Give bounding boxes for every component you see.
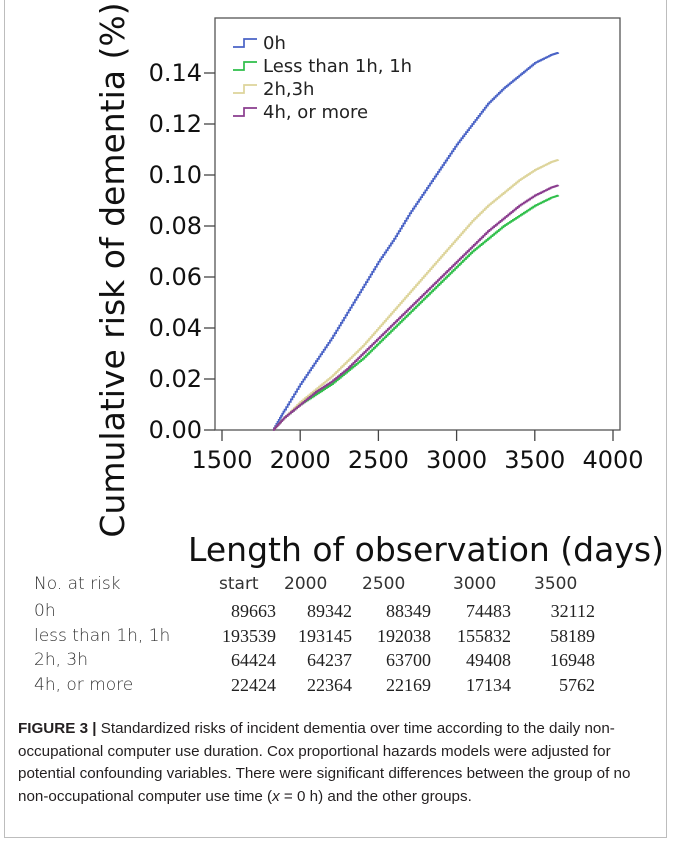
series-lines bbox=[272, 52, 560, 431]
risk-table-row: less than 1h, 1h 193539 193145 192038 155832… bbox=[34, 626, 654, 648]
risk-table-row-label: 2h, 3h bbox=[34, 650, 88, 670]
risk-table-cell: 193539 bbox=[222, 625, 276, 646]
risk-table-cell: 17134 bbox=[466, 674, 511, 695]
risk-table-column-header: 3500 bbox=[534, 574, 578, 594]
y-tick-label: 0.14 bbox=[149, 59, 202, 87]
y-tick-label: 0.06 bbox=[149, 263, 202, 291]
risk-table-cell: 89342 bbox=[307, 601, 352, 621]
x-tick-label: 1500 bbox=[191, 446, 252, 474]
y-axis-title: Cumulative risk of dementia (%) bbox=[93, 2, 132, 537]
series-line bbox=[272, 194, 560, 431]
series-line bbox=[272, 159, 560, 431]
legend-symbol bbox=[233, 38, 257, 48]
risk-table-row: 0h 89663 89342 88349 74483 32112 bbox=[34, 601, 654, 623]
y-tick-label: 0.08 bbox=[149, 212, 202, 240]
risk-table-cell: 63700 bbox=[386, 650, 431, 670]
legend-label: 2h,3h bbox=[263, 79, 314, 100]
risk-table-cell: 49408 bbox=[466, 650, 511, 670]
risk-table-cell: 32112 bbox=[550, 601, 595, 621]
x-tick-label: 3000 bbox=[426, 446, 487, 474]
risk-table-cell: 193145 bbox=[298, 625, 352, 646]
risk-table-cell: 22169 bbox=[386, 674, 431, 695]
y-tick-label: 0.00 bbox=[149, 416, 202, 444]
x-tick-label: 3500 bbox=[504, 446, 565, 474]
caption-text: = 0 h) and the other groups. bbox=[279, 787, 472, 805]
risk-table-column-header: 2500 bbox=[362, 574, 406, 594]
caption-label: FIGURE 3 | bbox=[18, 720, 97, 737]
legend-label: 4h, or more bbox=[263, 102, 368, 123]
risk-table-title: No. at risk bbox=[34, 574, 121, 594]
plot-area bbox=[214, 17, 621, 431]
x-axis-ticks: 1500 2000 2500 3000 3500 4000 bbox=[191, 430, 644, 474]
y-tick-label: 0.12 bbox=[149, 110, 202, 138]
risk-table-column-header: 2000 bbox=[284, 574, 328, 594]
y-axis-ticks: 0.00 0.02 0.04 0.06 0.08 0.10 0.12 0.14 bbox=[149, 59, 215, 444]
x-tick-label: 4000 bbox=[582, 446, 643, 474]
risk-table-cell: 22364 bbox=[307, 674, 352, 695]
risk-table-cell: 64424 bbox=[231, 650, 276, 670]
survival-chart: 0.00 0.02 0.04 0.06 0.08 0.10 0.12 0.14 1500 200… bbox=[93, 2, 664, 569]
figure-caption: FIGURE 3 | Standardized risks of inciden… bbox=[18, 718, 658, 808]
risk-table-cell: 16948 bbox=[550, 650, 595, 670]
caption-text: Standardized risks of incident dementia … bbox=[18, 720, 631, 805]
legend-label: 0h bbox=[263, 33, 286, 54]
risk-table-row-label: less than 1h, 1h bbox=[34, 625, 171, 646]
caption-math-variable: x bbox=[272, 787, 280, 805]
legend-symbol bbox=[233, 107, 257, 117]
risk-table-column-header: 3000 bbox=[453, 574, 497, 594]
y-tick-label: 0.04 bbox=[149, 314, 202, 342]
risk-table-cell: 192038 bbox=[377, 625, 431, 646]
x-tick-label: 2500 bbox=[348, 446, 409, 474]
series-line bbox=[272, 52, 560, 431]
legend-label: Less than 1h, 1h bbox=[263, 56, 412, 77]
figure-frame bbox=[4, 0, 667, 838]
legend-symbol bbox=[233, 61, 257, 71]
risk-table-column-header: start bbox=[219, 574, 259, 594]
risk-table-cell: 89663 bbox=[231, 601, 276, 621]
risk-table-row-label: 4h, or more bbox=[34, 674, 134, 695]
risk-table-cell: 64237 bbox=[307, 650, 352, 670]
risk-table-row: 2h, 3h 64424 64237 63700 49408 16948 bbox=[34, 650, 654, 672]
risk-table-row: 4h, or more 22424 22364 22169 17134 5762 bbox=[34, 675, 654, 697]
x-tick-label: 2000 bbox=[270, 446, 331, 474]
x-axis-title: Length of observation (days) bbox=[188, 530, 664, 569]
risk-table-cell: 155832 bbox=[457, 625, 511, 646]
y-tick-label: 0.10 bbox=[149, 161, 202, 189]
risk-table-cell: 22424 bbox=[231, 674, 276, 695]
y-tick-label: 0.02 bbox=[149, 365, 202, 393]
risk-table-header-row: No. at risk start 2000 2500 3000 3500 bbox=[34, 574, 654, 596]
risk-table-cell: 88349 bbox=[386, 601, 431, 621]
legend-symbol bbox=[233, 84, 257, 94]
risk-table-row-label: 0h bbox=[34, 601, 56, 621]
caption-divider bbox=[18, 710, 648, 711]
series-line bbox=[272, 184, 560, 431]
risk-table-cell: 5762 bbox=[559, 674, 595, 695]
risk-table-cell: 74483 bbox=[466, 601, 511, 621]
risk-table-cell: 58189 bbox=[550, 625, 595, 646]
